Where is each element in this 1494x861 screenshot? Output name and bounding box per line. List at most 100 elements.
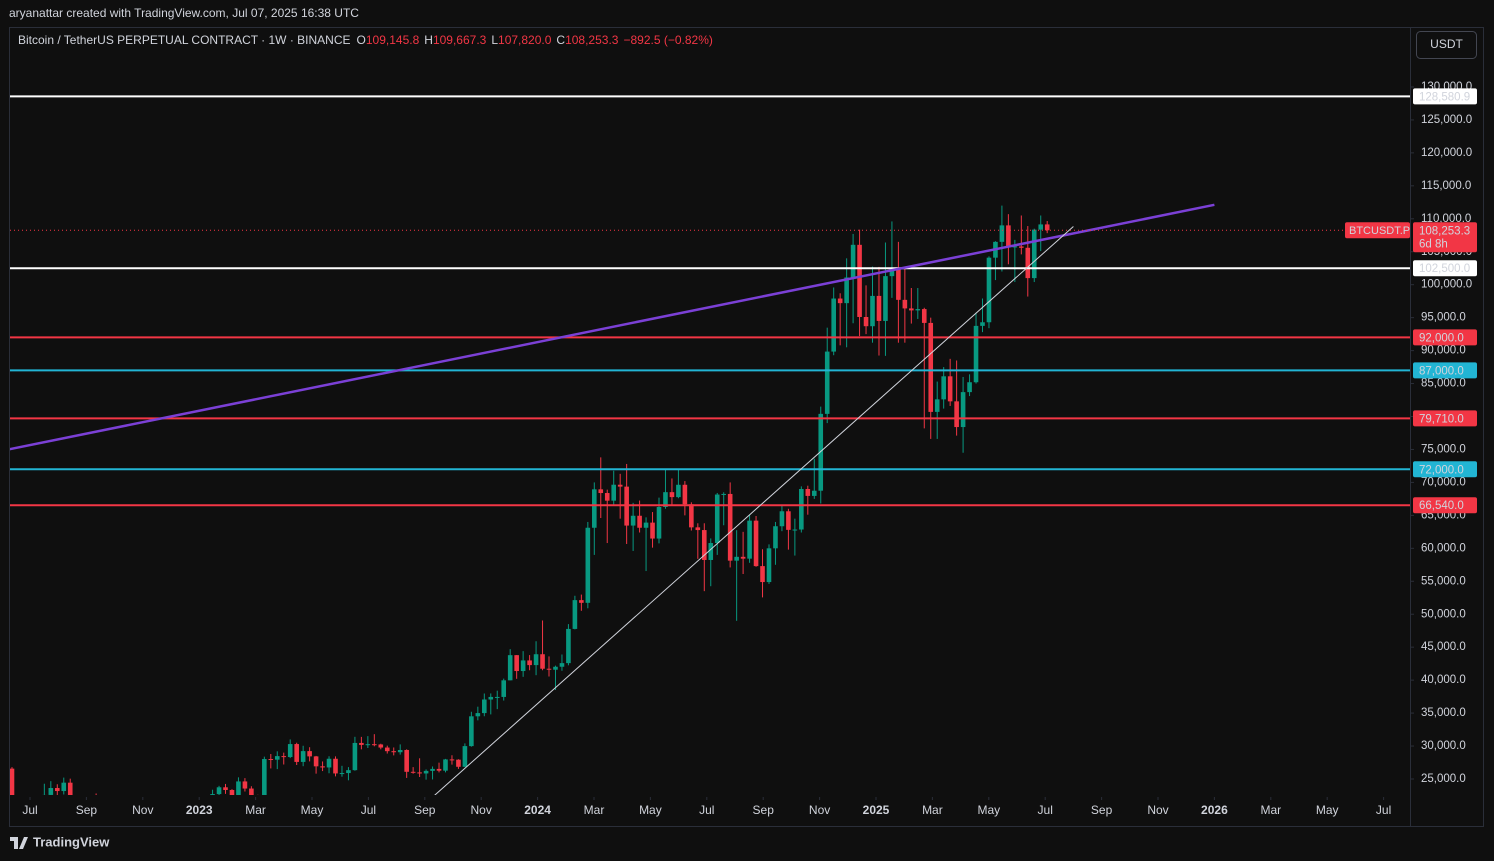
candle-body [870,295,875,327]
candle-body [566,628,571,664]
candle-body [1012,246,1018,248]
candle-body [747,520,752,559]
candle-body [339,773,345,775]
ohlc-value: 107,820.0 [498,33,552,47]
candle-body [786,511,791,530]
chart-title: Bitcoin / TetherUS PERPETUAL CONTRACT · … [18,33,351,47]
candle-body [462,746,468,767]
candle-body [456,759,461,767]
candle-body [934,399,940,412]
top-bar: aryanattar created with TradingView.com,… [9,6,359,20]
y-tick-label: 40,000.0 [1421,674,1466,686]
y-tick-label: 25,000.0 [1421,773,1466,785]
level-tag [1413,497,1477,514]
candle-body [54,788,60,792]
x-tick-label: Jul [361,803,376,817]
candle-body [592,489,597,528]
x-tick-label: Sep [414,803,436,817]
candle-body [656,506,662,539]
y-tick-label: 110,000.0 [1421,213,1471,225]
currency-button[interactable] [1416,31,1477,59]
ohlc-key: O [357,33,366,47]
candle-body [941,376,946,400]
candle-body [682,484,688,505]
candle-body [533,654,539,666]
candle-body [766,548,772,583]
candle-body [320,766,325,768]
candle-body [1006,225,1011,248]
ohlc-value: 109,145.8 [366,33,420,47]
trend-line [434,226,1074,795]
symbol-tag [1345,222,1410,239]
candle-body [805,488,811,496]
candle-body [514,655,519,672]
ohlc-key: L [491,33,498,47]
level-label: 128,580.9 [1419,91,1470,103]
candle-body [1044,224,1050,231]
candle-body [850,244,856,278]
candle-body [915,309,921,311]
level-label: 72,000.0 [1419,464,1464,476]
ohlc-key: C [556,33,565,47]
candle-body [287,744,293,758]
candle-body [947,376,953,402]
y-tick-label: 90,000.0 [1421,345,1466,357]
candle-body [753,520,759,567]
candle-body [262,759,267,795]
candle-body [876,295,882,321]
x-tick-label: Nov [1147,803,1168,817]
candle-body [734,556,739,561]
candle-body [643,522,649,528]
y-tick-label: 30,000.0 [1421,740,1466,752]
y-tick-label: 55,000.0 [1421,575,1466,587]
candle-body [714,494,720,544]
candle-body [708,543,714,560]
candle-body [249,788,254,795]
x-tick-label: 2026 [1201,803,1228,817]
currency-label[interactable]: USDT [1430,37,1463,51]
x-tick-label: Sep [753,803,775,817]
candle-body [475,713,481,717]
candle-body [960,392,966,428]
candle-body [507,655,513,681]
candle-body [242,781,248,789]
candle-body [372,744,377,746]
candle-body [384,747,390,752]
candle-body [973,325,979,383]
candle-body [896,267,901,300]
candle-body [902,299,908,309]
candle-body [423,770,429,774]
candle-body [281,756,287,758]
candle-body [352,742,358,771]
candle-body [921,309,927,323]
level-tag [1413,329,1477,346]
candle-body [909,308,914,311]
y-tick-label: 115,000.0 [1421,180,1471,192]
candle-body [695,527,701,531]
candle-body [676,484,681,498]
last-price-tag [1413,222,1477,253]
candle-body [391,751,397,753]
candle-body [585,527,591,603]
candle-body [773,526,778,549]
countdown-label: 6d 8h [1419,238,1448,250]
x-tick-label: May [639,803,662,817]
candle-body [378,744,384,748]
candle-body [404,749,409,772]
candle-body [1025,247,1031,279]
candle-body [863,316,869,327]
candle-body [223,787,228,790]
price-axis: 25,000.0 30,000.0 35,000.0 40,000.0 45,000.0… [1410,81,1477,785]
ohlc-value: 108,253.3 [565,33,619,47]
candle-body [792,529,798,531]
candle-body [611,484,617,501]
candle-body [527,660,532,666]
candle-body [760,566,765,583]
candle-body [210,794,215,795]
symbol-legend: Bitcoin / TetherUS PERPETUAL CONTRACT · … [18,33,713,47]
candle-body [488,696,494,700]
candle-body [501,680,507,697]
candle-body [1031,229,1037,279]
candle-body [333,758,338,774]
